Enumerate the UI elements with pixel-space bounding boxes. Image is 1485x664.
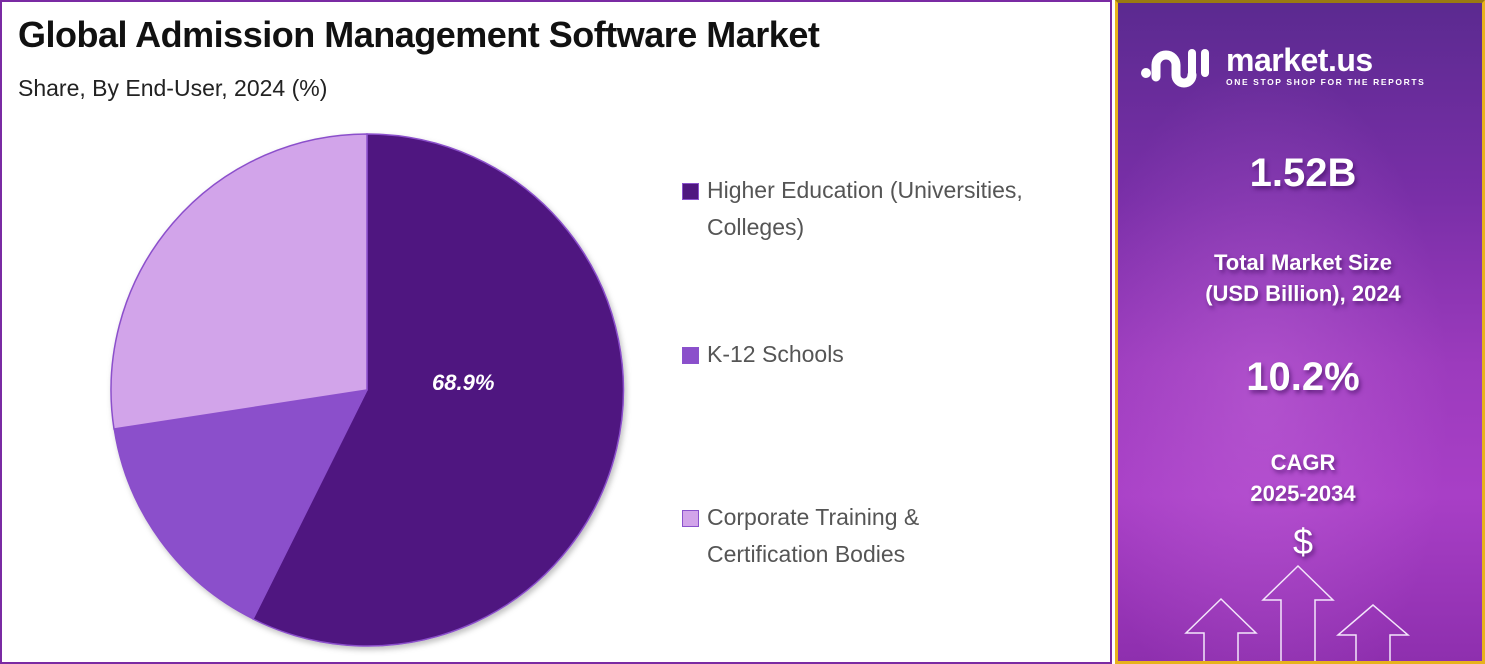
cagr-label: CAGR 2025-2034 (1250, 450, 1356, 506)
pie-chart: 68.9% (102, 127, 632, 657)
legend-swatch (682, 183, 699, 200)
stats-sidebar: market.us ONE STOP SHOP FOR THE REPORTS … (1115, 0, 1485, 664)
growth-arrows-icon (1184, 564, 1411, 661)
pie-svg (110, 133, 625, 647)
background-image-overlay (1118, 3, 1482, 661)
legend-item-higher-education[interactable]: Higher Education (Universities, Colleges… (682, 172, 1023, 246)
legend-label: Higher Education (Universities, Colleges… (707, 177, 1023, 240)
legend-label: K-12 Schools (707, 341, 844, 367)
chart-subtitle: Share, By End-User, 2024 (%) (18, 75, 328, 101)
legend-swatch (682, 510, 699, 527)
brand-name: market.us (1226, 42, 1373, 78)
market-size-value: 1.52B (1249, 151, 1357, 195)
legend-swatch (682, 347, 699, 364)
chart-title: Global Admission Management Software Mar… (18, 14, 820, 55)
chart-panel: Global Admission Management Software Mar… (0, 0, 1112, 664)
slice-value-label: 68.9% (432, 370, 495, 395)
market-us-logo-icon (1141, 49, 1209, 88)
slice-k12-schools[interactable] (113, 389, 368, 620)
market-size-label: Total Market Size (USD Billion), 2024 (1205, 250, 1401, 306)
legend-item-k12-schools[interactable]: K-12 Schools (682, 336, 844, 373)
slice-higher-education[interactable] (251, 133, 625, 647)
brand-logo: market.us ONE STOP SHOP FOR THE REPORTS (1140, 43, 1425, 89)
cagr-value: 10.2% (1246, 355, 1360, 399)
legend-label: Corporate Training & Certification Bodie… (707, 504, 920, 567)
brand-tagline: ONE STOP SHOP FOR THE REPORTS (1226, 77, 1426, 87)
legend-item-corporate-training[interactable]: Corporate Training & Certification Bodie… (682, 499, 919, 573)
slice-corporate-training[interactable] (110, 133, 368, 430)
dollar-icon: $ (1292, 521, 1314, 562)
